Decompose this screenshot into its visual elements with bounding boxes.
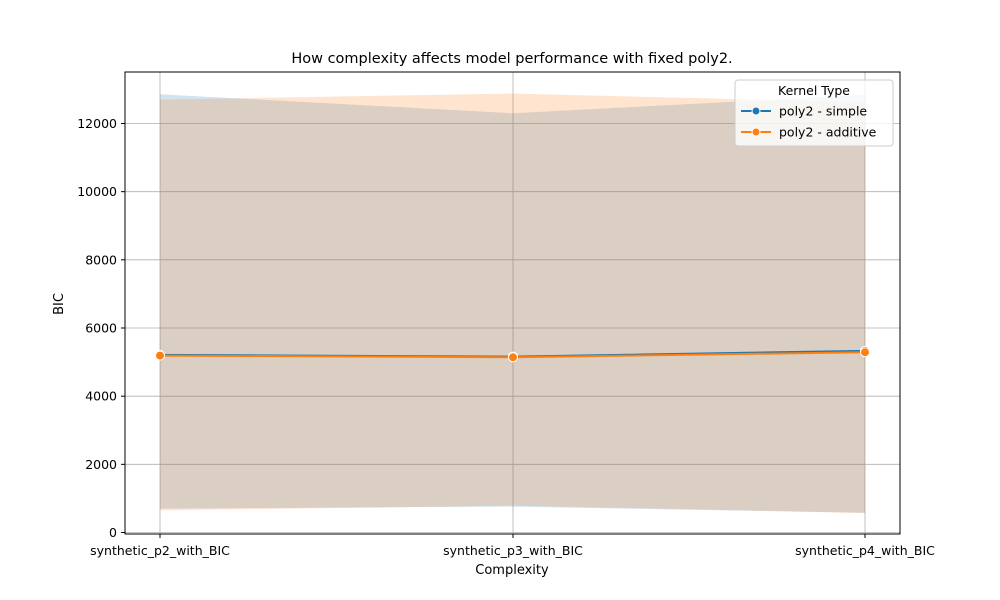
y-tick-label: 12000: [77, 116, 117, 131]
data-point: [155, 350, 165, 361]
legend-label: poly2 - additive: [779, 125, 877, 140]
y-tick-label: 8000: [85, 252, 117, 267]
y-tick-label: 4000: [85, 389, 117, 404]
legend-marker: [751, 106, 761, 116]
legend-label: poly2 - simple: [779, 104, 867, 119]
x-tick-label: synthetic_p4_with_BIC: [795, 543, 935, 558]
x-axis-ticks: synthetic_p2_with_BIC synthetic_p3_with_B…: [90, 534, 935, 558]
y-tick-label: 0: [109, 525, 117, 540]
legend-box: [734, 79, 894, 147]
x-tick-label: synthetic_p3_with_BIC: [443, 543, 583, 558]
legend-title: Kernel Type: [778, 83, 850, 98]
data-point: [860, 347, 870, 358]
y-tick-label: 10000: [77, 184, 117, 199]
confidence-band: [160, 93, 865, 514]
y-axis-ticks: 0 2000 4000 6000 8000 10000 12000: [77, 116, 125, 540]
confidence-band: [160, 94, 865, 513]
x-axis-label: Complexity: [475, 563, 549, 578]
data-point: [508, 352, 518, 363]
legend: Kernel Type poly2 - simple poly2 - additi…: [734, 79, 894, 147]
x-tick-label: synthetic_p2_with_BIC: [90, 543, 230, 558]
grid: [125, 72, 900, 534]
confidence-bands: [160, 93, 865, 514]
chart-title: How complexity affects model performance…: [291, 51, 732, 67]
y-tick-label: 6000: [85, 321, 117, 336]
legend-marker: [751, 127, 761, 137]
y-tick-label: 2000: [85, 457, 117, 472]
series-points: [155, 345, 870, 363]
y-axis-label: BIC: [52, 293, 67, 315]
